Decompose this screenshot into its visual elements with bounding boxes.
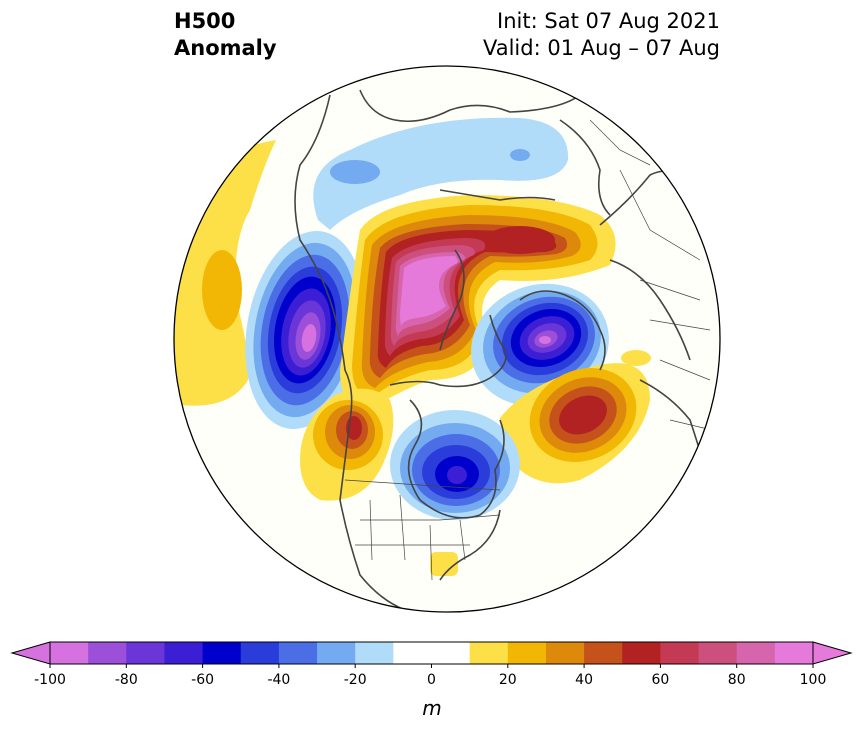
colorbar-segment xyxy=(545,642,585,664)
political-borders xyxy=(344,119,713,581)
colorbar-unit: m xyxy=(422,696,441,720)
anomaly-arctic-positive xyxy=(340,195,616,410)
colorbar-segment xyxy=(469,642,509,664)
colorbar-segment xyxy=(622,642,661,664)
colorbar-tick-label: 80 xyxy=(728,672,746,688)
valid-range: Valid: 01 Aug – 07 Aug xyxy=(482,36,720,60)
init-date: Init: Sat 07 Aug 2021 xyxy=(497,9,720,33)
colorbar-segment xyxy=(736,642,776,664)
colorbar-segment xyxy=(240,642,280,664)
colorbar-segment xyxy=(50,642,89,664)
colorbar-segment xyxy=(774,642,814,664)
colorbar-tick-label: -40 xyxy=(267,672,290,688)
colorbar-segments xyxy=(10,641,853,665)
colorbar-segment xyxy=(202,642,242,664)
anomaly-north-pacific-negative xyxy=(245,231,365,429)
map-title: H500 Anomaly xyxy=(174,8,277,62)
title-line-1: H500 xyxy=(174,9,236,33)
colorbar-segment xyxy=(584,642,623,664)
colorbar-tick-label: -20 xyxy=(344,672,367,688)
colorbar-segment xyxy=(88,642,127,664)
colorbar-tick-label: 40 xyxy=(575,672,593,688)
colorbar-segment xyxy=(126,642,165,664)
anomaly-gulf-positive xyxy=(430,552,458,576)
valid-info: Init: Sat 07 Aug 2021 Valid: 01 Aug – 07… xyxy=(483,8,720,62)
colorbar: -100 -80 -60 -40 -20 0 20 40 60 80 100 m xyxy=(10,641,853,720)
colorbar-segment xyxy=(660,642,700,664)
colorbar-segment xyxy=(278,642,318,664)
anomaly-europe-positive xyxy=(500,350,651,484)
title-line-2: Anomaly xyxy=(174,36,277,60)
colorbar-segment xyxy=(431,642,471,664)
colorbar-tick-label: 20 xyxy=(499,672,517,688)
colorbar-segment xyxy=(317,642,356,664)
anomaly-arctic-negative-band xyxy=(313,117,569,230)
colorbar-tick-label: 60 xyxy=(651,672,669,688)
colorbar-tick-label: 0 xyxy=(427,672,436,688)
colorbar-tick-label: -100 xyxy=(34,672,66,688)
colorbar-segment xyxy=(164,642,204,664)
colorbar-ticks: -100 -80 -60 -40 -20 0 20 40 60 80 100 xyxy=(34,664,826,688)
colorbar-extend-low xyxy=(10,641,51,665)
colorbar-tick-label: -80 xyxy=(115,672,138,688)
colorbar-segment xyxy=(507,642,547,664)
polar-map xyxy=(173,65,721,613)
coastlines xyxy=(294,89,706,611)
anomaly-hudson-bay-negative xyxy=(390,410,520,520)
colorbar-tick-label: 100 xyxy=(800,672,827,688)
map-content xyxy=(174,66,720,612)
globe-outline xyxy=(173,65,721,613)
colorbar-segment xyxy=(698,642,738,664)
colorbar-tick-label: -60 xyxy=(191,672,214,688)
colorbar-segment xyxy=(355,642,394,664)
colorbar-extend-high xyxy=(812,641,853,665)
colorbar-segment xyxy=(393,642,432,664)
